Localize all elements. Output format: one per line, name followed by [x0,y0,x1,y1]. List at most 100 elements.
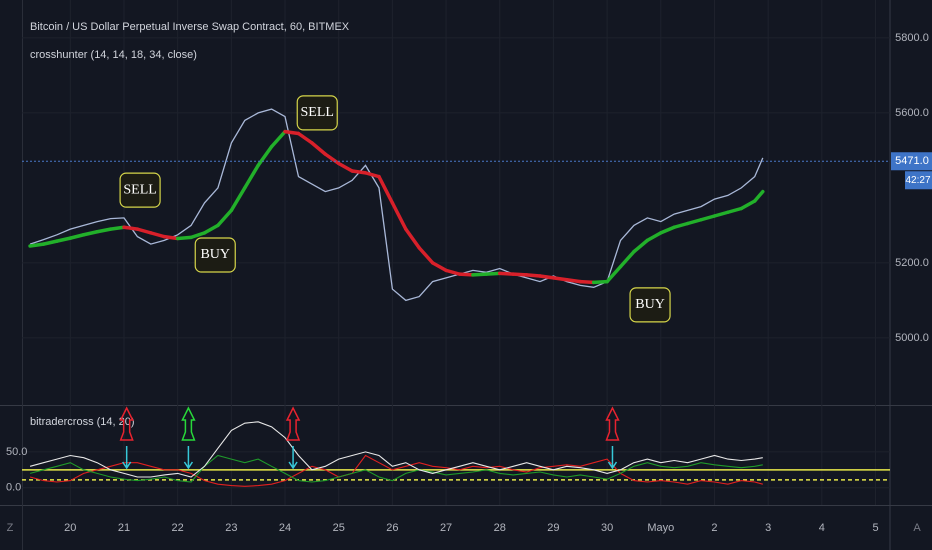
ma-segment [524,273,542,278]
ma-segment [296,131,314,145]
oscillator-title: bitradercross (14, 20) [30,416,135,428]
y-tick-label: 5000.0 [895,332,929,344]
ma-segment [81,230,99,237]
x-tick-label: 25 [333,522,345,534]
callout-box [296,95,338,131]
callout-text: SELL [123,182,156,197]
signal-tick [122,446,132,470]
series-line [29,454,763,483]
callout-box [629,287,671,323]
ma-segment [229,186,247,213]
ma-segment [484,271,502,276]
x-tick-label: 28 [494,522,506,534]
ma-segment [618,249,636,269]
signal-tick [607,446,618,470]
countdown-box [905,171,932,190]
x-tick-label: 26 [386,522,398,534]
signal-arrow [285,406,301,441]
last-price-box [891,152,932,171]
series-line [29,108,764,302]
x-tick-label: Mayo [647,522,674,534]
x-tick-label: 3 [765,522,771,534]
x-tick-label: 23 [225,522,237,534]
ma-segment [632,238,650,254]
y-tick-label: 5600.0 [895,107,929,119]
ma-segment [122,225,140,231]
ma-segment [685,218,703,226]
x-tick-label: 21 [118,522,130,534]
ma-segment [659,225,676,235]
ma-segment [726,206,744,214]
ma-segment [283,129,301,136]
x-tick-label: 29 [547,522,559,534]
ma-segment [68,233,86,240]
ma-segment [511,272,529,277]
ma-segment [256,144,274,168]
ma-segment [578,279,596,285]
ma-segment [605,264,623,284]
ma-segment [162,234,180,241]
ma-segment [350,169,368,175]
ma-segment [739,199,757,211]
indicator-title: crosshunter (14, 14, 18, 34, close) [30,49,197,61]
ma-segment [538,274,556,280]
x-tick-label: 20 [64,522,76,534]
ma-segment [323,152,341,166]
ma-segment [712,210,730,218]
ma-segment [591,279,609,285]
ma-segment [310,141,328,156]
ma-segment [417,246,435,265]
x-tick-label: 4 [819,522,825,534]
callout-text: SELL [301,105,334,120]
ma-segment [672,221,690,229]
toolbar-button[interactable]: A [913,522,921,534]
y-tick-label: 0.0 [6,482,21,494]
x-tick-label: 22 [172,522,184,534]
x-tick-label: 30 [601,522,613,534]
callout-box [119,172,161,208]
ma-segment [699,214,717,222]
ma-segment [336,161,354,173]
signal-arrow [181,406,196,441]
last-price-label: 5471.0 [895,155,929,167]
plot-layer [22,0,890,505]
x-tick-label: 27 [440,522,452,534]
signal-tick [288,446,298,470]
ma-segment [497,271,515,276]
x-tick-label: 24 [279,522,291,534]
ma-segment [28,242,46,248]
callout-box [194,237,236,273]
chart-title: Bitcoin / US Dollar Perpetual Inverse Sw… [30,21,350,33]
x-tick-label: 2 [711,522,717,534]
ma-segment [377,174,395,205]
ma-segment [202,223,220,235]
ma-segment [390,201,408,231]
series-line [29,421,763,478]
y-tick-label: 5200.0 [895,257,929,269]
y-tick-label: 50.0 [6,446,27,458]
series-line [29,454,763,487]
ma-segment [551,276,569,282]
y-tick-label: 5800.0 [895,32,929,44]
ma-segment [404,227,421,250]
ma-segment [149,231,167,239]
ma-segment [645,231,663,243]
ma-segment [243,163,260,190]
ma-segment [363,171,381,179]
ma-segment [430,261,448,273]
signal-arrow [605,406,620,441]
toolbar-button[interactable]: Z [7,522,14,534]
ma-segment [457,272,475,277]
x-tick-label: 5 [872,522,878,534]
signal-tick [183,446,194,470]
callout-text: BUY [635,297,665,312]
ma-segment [135,227,153,235]
ma-segment [269,129,287,149]
ma-segment [175,235,193,241]
ma-segment [41,239,59,246]
signal-arrow [119,406,134,441]
ma-segment [108,225,126,231]
ma-segment [95,227,113,234]
